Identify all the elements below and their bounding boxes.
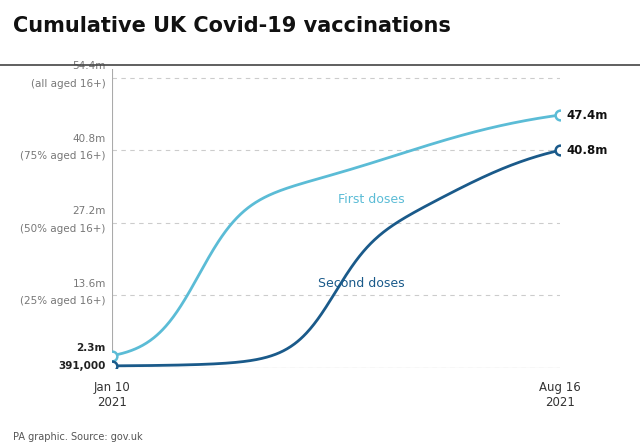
Text: (all aged 16+): (all aged 16+) <box>31 79 106 89</box>
Text: (75% aged 16+): (75% aged 16+) <box>20 151 106 161</box>
Text: 47.4m: 47.4m <box>566 108 607 121</box>
Text: 13.6m: 13.6m <box>72 279 106 289</box>
Text: 27.2m: 27.2m <box>72 206 106 216</box>
Text: Second doses: Second doses <box>317 277 404 290</box>
Text: 391,000: 391,000 <box>58 361 106 371</box>
Text: 40.8m: 40.8m <box>566 144 607 157</box>
Text: First doses: First doses <box>338 194 404 206</box>
Text: 40.8m: 40.8m <box>72 134 106 144</box>
Text: Aug 16
2021: Aug 16 2021 <box>539 381 581 409</box>
Text: Cumulative UK Covid-19 vaccinations: Cumulative UK Covid-19 vaccinations <box>13 16 451 36</box>
Text: (50% aged 16+): (50% aged 16+) <box>20 224 106 234</box>
Text: 2.3m: 2.3m <box>76 343 106 353</box>
Text: 54.4m: 54.4m <box>72 61 106 71</box>
Text: Jan 10
2021: Jan 10 2021 <box>93 381 131 409</box>
Text: (25% aged 16+): (25% aged 16+) <box>20 297 106 306</box>
Text: PA graphic. Source: gov.uk: PA graphic. Source: gov.uk <box>13 432 143 442</box>
